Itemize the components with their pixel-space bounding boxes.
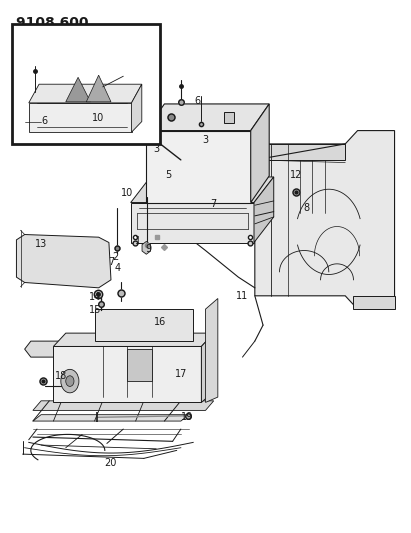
Polygon shape: [251, 104, 269, 203]
Polygon shape: [254, 177, 274, 243]
Text: 15: 15: [89, 305, 102, 315]
Polygon shape: [206, 298, 218, 402]
Text: 19: 19: [181, 412, 193, 422]
Polygon shape: [29, 84, 142, 103]
Text: 12: 12: [290, 170, 302, 180]
Text: 4: 4: [114, 263, 120, 273]
Polygon shape: [131, 177, 274, 203]
Text: 2: 2: [112, 252, 118, 262]
Text: 9: 9: [145, 244, 151, 254]
Text: 3: 3: [203, 135, 208, 144]
Polygon shape: [353, 296, 395, 309]
Polygon shape: [86, 75, 111, 102]
Polygon shape: [146, 131, 251, 203]
Text: 13: 13: [35, 239, 47, 249]
Text: 14: 14: [89, 292, 102, 302]
Text: 20: 20: [104, 458, 116, 467]
Polygon shape: [131, 203, 254, 243]
Text: 5: 5: [165, 170, 172, 180]
Polygon shape: [33, 415, 189, 421]
Polygon shape: [95, 309, 193, 341]
Bar: [12, 24, 160, 144]
Text: 16: 16: [154, 318, 166, 327]
Bar: [127, 349, 152, 381]
Polygon shape: [33, 401, 214, 410]
Text: 18: 18: [55, 371, 67, 381]
Text: 6: 6: [42, 116, 47, 126]
Polygon shape: [53, 346, 201, 402]
Polygon shape: [201, 333, 214, 402]
Text: 8: 8: [303, 203, 309, 213]
Polygon shape: [142, 241, 150, 254]
Polygon shape: [53, 333, 214, 346]
Polygon shape: [255, 131, 395, 309]
Text: 17: 17: [175, 369, 187, 379]
Text: 7: 7: [109, 257, 115, 267]
Polygon shape: [25, 330, 189, 357]
Text: 1: 1: [135, 236, 141, 246]
Polygon shape: [29, 103, 132, 132]
Text: 10: 10: [121, 188, 134, 198]
Polygon shape: [66, 77, 90, 102]
Text: 10: 10: [92, 114, 104, 123]
Text: 3: 3: [153, 144, 159, 154]
Polygon shape: [146, 104, 269, 131]
Text: 7: 7: [210, 199, 217, 208]
Polygon shape: [253, 144, 345, 160]
Polygon shape: [132, 84, 142, 132]
Text: 9108 600: 9108 600: [16, 16, 89, 30]
Text: 6: 6: [194, 96, 200, 106]
Circle shape: [61, 369, 79, 393]
Text: 11: 11: [236, 291, 249, 301]
Circle shape: [66, 376, 74, 386]
Bar: [224, 112, 234, 123]
Polygon shape: [16, 235, 111, 288]
